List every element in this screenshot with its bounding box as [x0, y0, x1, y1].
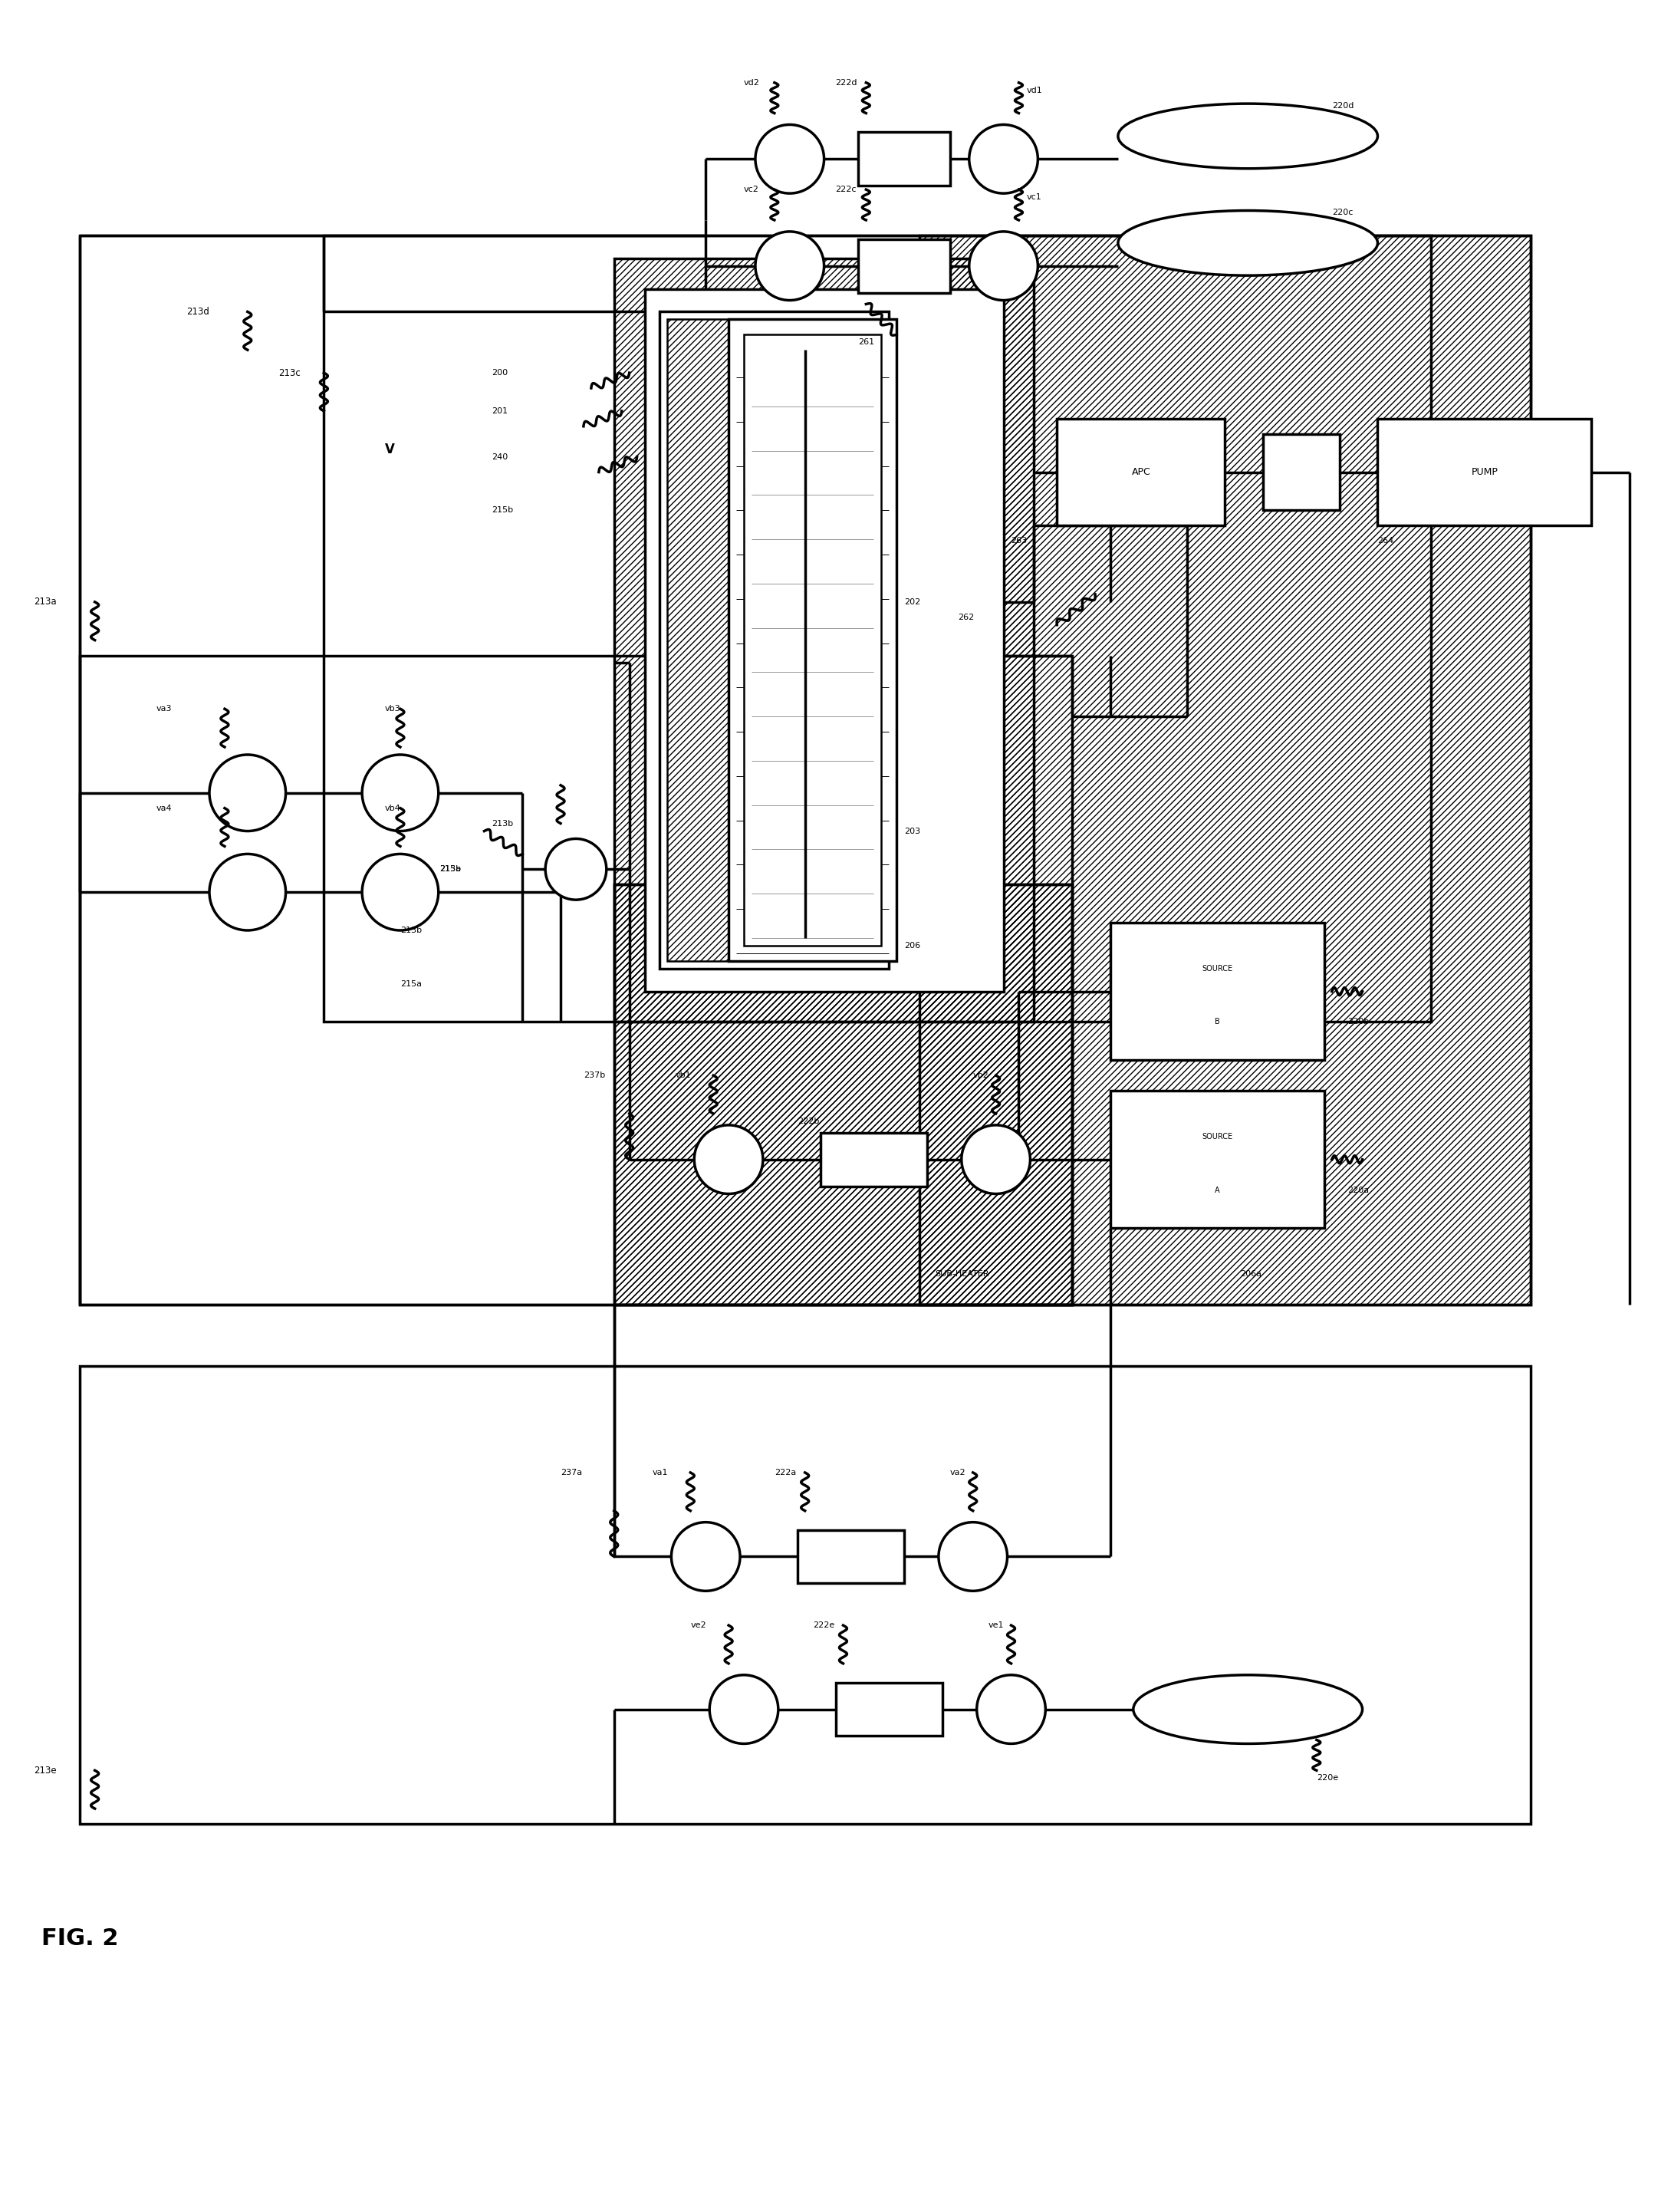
- Bar: [660, 312, 889, 969]
- Text: 215b: 215b: [491, 507, 513, 513]
- Bar: [1111, 922, 1323, 1060]
- Text: vd1: vd1: [1026, 86, 1043, 95]
- Text: vb1: vb1: [675, 1071, 692, 1079]
- Text: 206a: 206a: [1240, 1270, 1262, 1279]
- Text: SUB-HEATER: SUB-HEATER: [934, 1270, 989, 1279]
- Circle shape: [710, 1674, 779, 1743]
- Bar: [613, 885, 1073, 1305]
- Text: 222b: 222b: [797, 1117, 819, 1126]
- Text: 213a: 213a: [33, 597, 57, 606]
- Text: va4: va4: [155, 805, 172, 812]
- Circle shape: [755, 232, 824, 301]
- Circle shape: [969, 124, 1038, 192]
- Bar: [613, 885, 1073, 1305]
- Bar: [80, 234, 1531, 1305]
- Text: ve1: ve1: [988, 1621, 1004, 1630]
- Text: ve2: ve2: [690, 1621, 707, 1630]
- Ellipse shape: [1118, 210, 1377, 276]
- Bar: [645, 290, 1004, 991]
- Text: 213a: 213a: [439, 865, 461, 874]
- Text: 220d: 220d: [1332, 102, 1354, 108]
- Text: A: A: [1215, 1186, 1220, 1194]
- Text: V: V: [384, 442, 394, 456]
- Text: SOURCE: SOURCE: [1201, 964, 1233, 973]
- Bar: [324, 234, 1430, 1022]
- Text: vd2: vd2: [744, 80, 760, 86]
- Bar: [80, 655, 1073, 1305]
- Bar: [820, 1133, 927, 1186]
- Text: 222a: 222a: [774, 1469, 795, 1475]
- Text: 222e: 222e: [812, 1621, 834, 1630]
- Text: 220c: 220c: [1332, 208, 1354, 217]
- Text: 237b: 237b: [583, 1071, 605, 1079]
- Circle shape: [693, 1126, 764, 1194]
- Text: FIG. 2: FIG. 2: [42, 1927, 119, 1949]
- Text: 264: 264: [1377, 538, 1394, 544]
- Circle shape: [978, 1674, 1046, 1743]
- Bar: [859, 239, 951, 292]
- Text: 240: 240: [491, 453, 508, 460]
- Text: 213c: 213c: [277, 367, 301, 378]
- Circle shape: [363, 854, 438, 931]
- Text: vb2: vb2: [973, 1071, 989, 1079]
- Text: 215a: 215a: [401, 980, 421, 987]
- Circle shape: [961, 1126, 1031, 1194]
- Circle shape: [755, 124, 824, 192]
- Circle shape: [672, 1522, 740, 1590]
- Text: 222c: 222c: [836, 186, 857, 192]
- Bar: [859, 133, 951, 186]
- Text: va3: va3: [155, 706, 172, 712]
- Bar: [919, 234, 1531, 1305]
- Circle shape: [363, 754, 438, 832]
- Bar: [729, 319, 897, 960]
- Bar: [1377, 418, 1591, 526]
- Text: SOURCE: SOURCE: [1201, 1133, 1233, 1141]
- Text: 202: 202: [904, 597, 921, 606]
- Bar: [836, 1683, 942, 1736]
- Text: 201: 201: [491, 407, 508, 416]
- Bar: [80, 1365, 1531, 1825]
- Text: 237a: 237a: [560, 1469, 582, 1475]
- Text: 220a: 220a: [1347, 1186, 1369, 1194]
- Circle shape: [209, 854, 286, 931]
- Bar: [1263, 434, 1340, 511]
- Text: 261: 261: [859, 338, 874, 345]
- Text: 213e: 213e: [33, 1765, 57, 1776]
- Bar: [1058, 418, 1225, 526]
- Circle shape: [939, 1522, 1008, 1590]
- Text: vb4: vb4: [384, 805, 401, 812]
- Text: 220e: 220e: [1317, 1774, 1338, 1783]
- Text: 262: 262: [957, 613, 974, 622]
- Bar: [613, 259, 1034, 1022]
- Circle shape: [545, 838, 607, 900]
- Circle shape: [969, 232, 1038, 301]
- Text: 206: 206: [904, 942, 921, 949]
- Text: va1: va1: [652, 1469, 668, 1475]
- Ellipse shape: [1133, 1674, 1362, 1743]
- Bar: [744, 334, 881, 945]
- Bar: [797, 1531, 904, 1584]
- Text: PUMP: PUMP: [1470, 467, 1497, 478]
- Text: 263: 263: [1011, 538, 1028, 544]
- Text: APC: APC: [1131, 467, 1150, 478]
- Text: 215b: 215b: [439, 865, 461, 874]
- Text: 222d: 222d: [836, 80, 857, 86]
- Text: 213b: 213b: [491, 821, 513, 827]
- Text: 220b: 220b: [1347, 1018, 1369, 1026]
- Text: vb3: vb3: [384, 706, 401, 712]
- Text: 213b: 213b: [401, 927, 421, 933]
- Bar: [667, 319, 729, 960]
- Text: 200: 200: [491, 369, 508, 376]
- Text: vc1: vc1: [1026, 192, 1041, 201]
- Text: vc2: vc2: [744, 186, 759, 192]
- Bar: [1111, 1091, 1323, 1228]
- Text: 213d: 213d: [187, 307, 209, 316]
- Circle shape: [209, 754, 286, 832]
- Ellipse shape: [1118, 104, 1377, 168]
- Text: va2: va2: [951, 1469, 966, 1475]
- Text: 203: 203: [904, 827, 921, 834]
- Text: B: B: [1215, 1018, 1220, 1026]
